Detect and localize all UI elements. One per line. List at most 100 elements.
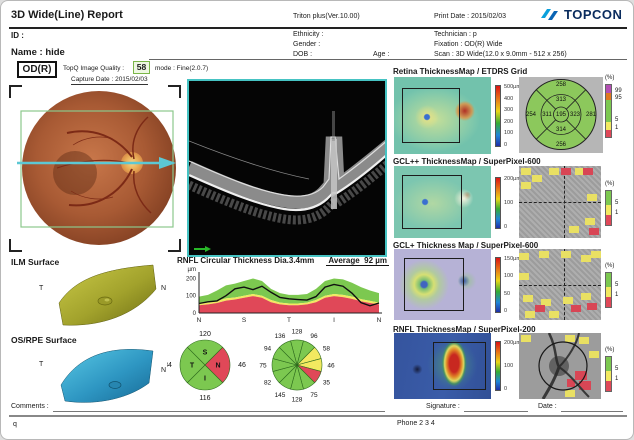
signature-line bbox=[464, 411, 528, 412]
scale-tick: 0 bbox=[504, 307, 508, 314]
rnfl-thickness-map bbox=[394, 333, 491, 399]
scale-tick: 200 bbox=[504, 118, 514, 125]
scale-tick: 100 bbox=[504, 200, 514, 206]
fundus-bracket-br bbox=[168, 239, 181, 252]
svg-text:N: N bbox=[197, 317, 202, 324]
scale-tick: 100 bbox=[504, 130, 514, 137]
scale-tick: 5 bbox=[615, 366, 619, 372]
section-title-gclp: GCL+ Thickness Map / SuperPixel-600 bbox=[393, 241, 539, 250]
ilm-nasal-label: N bbox=[161, 285, 167, 292]
scale-tick: 1 bbox=[615, 210, 619, 216]
dob-label: DOB : bbox=[293, 51, 313, 58]
optic-nerve-streak bbox=[331, 139, 337, 209]
map-roi-box bbox=[403, 257, 464, 312]
quality-value: 58 bbox=[133, 61, 150, 74]
fundus-photo bbox=[17, 91, 176, 245]
svg-text:145: 145 bbox=[275, 392, 286, 399]
svg-text:S: S bbox=[242, 317, 247, 324]
ilm-line bbox=[189, 136, 385, 197]
hyaloid-line bbox=[189, 140, 310, 180]
page-note: Phone 2 3 4 bbox=[397, 420, 435, 427]
rnfl-scale: 200µm 100 0 bbox=[504, 340, 534, 392]
date-line bbox=[561, 411, 623, 412]
gender-label: Gender : bbox=[293, 41, 321, 48]
scan-line-arrow bbox=[17, 157, 176, 169]
etdrs-inner-left: 311 bbox=[542, 112, 552, 118]
section-title-gclpp: GCL++ ThicknessMap / SuperPixel-600 bbox=[393, 157, 541, 166]
ilm-surface-image bbox=[58, 264, 157, 326]
etdrs-outer-right: 281 bbox=[585, 112, 597, 118]
scale-tick: 99 bbox=[615, 88, 622, 94]
fixation: Fixation : OD(R) Wide bbox=[434, 41, 503, 48]
scale-tick: 5 bbox=[615, 200, 619, 206]
gclpp-scale: 200µm 100 0 bbox=[504, 176, 534, 230]
svg-text:84: 84 bbox=[167, 362, 172, 369]
svg-text:200: 200 bbox=[186, 276, 197, 282]
gclp-superpixel-map bbox=[519, 249, 601, 320]
scale-tick: 300 bbox=[504, 107, 514, 114]
retina-circle bbox=[22, 91, 176, 245]
svg-text:96: 96 bbox=[310, 333, 318, 340]
map-roi-box bbox=[401, 87, 460, 144]
oct-bscan-image bbox=[187, 79, 387, 257]
header-rule bbox=[9, 27, 627, 29]
rnfl-chart-header: RNFL Circular Thickness Dia.3.4mm Averag… bbox=[177, 256, 389, 266]
ethnicity-label: Ethnicity : bbox=[293, 31, 324, 38]
svg-text:75: 75 bbox=[259, 363, 267, 370]
svg-text:58: 58 bbox=[323, 346, 331, 353]
svg-text:136: 136 bbox=[275, 333, 286, 340]
gclpp-colorbar bbox=[495, 177, 501, 229]
legend-unit: (%) bbox=[605, 263, 615, 269]
patient-id-label: ID : bbox=[11, 31, 24, 40]
fundus-bracket-tr bbox=[168, 85, 181, 98]
svg-text:100: 100 bbox=[186, 294, 197, 300]
patient-name: Name : hide bbox=[11, 47, 65, 58]
capture-date: Capture Date : 2015/02/03 bbox=[71, 76, 148, 85]
rnfl-average-label: Average bbox=[328, 256, 360, 265]
scale-tick: 1 bbox=[615, 125, 619, 131]
scale-tick: 0 bbox=[504, 141, 508, 148]
section-title-rnfl: RNFL ThicknessMap / SuperPixel-200 bbox=[393, 325, 536, 334]
scale-tick: 95 bbox=[615, 95, 622, 101]
ilm-temporal-label: T bbox=[39, 285, 44, 292]
svg-text:S: S bbox=[203, 350, 208, 357]
legend-unit: (%) bbox=[605, 75, 615, 81]
scale-tick: 100 bbox=[504, 363, 514, 369]
legend-unit: (%) bbox=[605, 181, 615, 187]
osrpe-nasal-label: N bbox=[161, 367, 167, 374]
crosshair-v bbox=[564, 166, 566, 238]
legend-bar bbox=[605, 190, 612, 226]
map-roi-box bbox=[432, 342, 487, 390]
osrpe-surface-title: OS/RPE Surface bbox=[11, 335, 77, 345]
date-label: Date : bbox=[538, 403, 557, 410]
fundus-bracket-bl bbox=[9, 239, 22, 252]
eye-badge: OD(R) bbox=[17, 61, 57, 78]
comments-label: Comments : bbox=[11, 403, 49, 410]
rnfl-average-value: 92 µm bbox=[364, 256, 387, 265]
etdrs-inner-bottom: 314 bbox=[555, 127, 567, 133]
etdrs-values: 258 313 254 311 195 323 281 314 256 bbox=[519, 77, 603, 153]
measurement-circle bbox=[538, 341, 588, 391]
etdrs-inner-right: 323 bbox=[569, 112, 581, 118]
svg-text:94: 94 bbox=[264, 346, 272, 353]
svg-text:75: 75 bbox=[310, 392, 318, 399]
corner-mark: q bbox=[13, 421, 17, 428]
fundus-bracket-tl bbox=[9, 85, 22, 98]
scale-tick: 5 bbox=[615, 117, 619, 123]
topcon-logo-icon bbox=[541, 9, 558, 20]
scale-tick: 1 bbox=[615, 292, 619, 298]
brand-name: TOPCON bbox=[564, 7, 623, 22]
etdrs-outer-top: 258 bbox=[555, 82, 567, 88]
retina-band bbox=[189, 136, 385, 209]
svg-text:120: 120 bbox=[199, 331, 211, 338]
macula-shadow bbox=[53, 151, 97, 195]
rpe-line bbox=[189, 155, 385, 212]
comments-line bbox=[53, 411, 385, 412]
rnfl-superpixel-map bbox=[519, 333, 601, 399]
gclpp-superpixel-map bbox=[519, 166, 601, 238]
print-date: Print Date : 2015/02/03 bbox=[434, 13, 506, 20]
svg-text:116: 116 bbox=[199, 395, 210, 402]
svg-text:82: 82 bbox=[264, 380, 272, 387]
svg-text:0: 0 bbox=[193, 311, 197, 317]
